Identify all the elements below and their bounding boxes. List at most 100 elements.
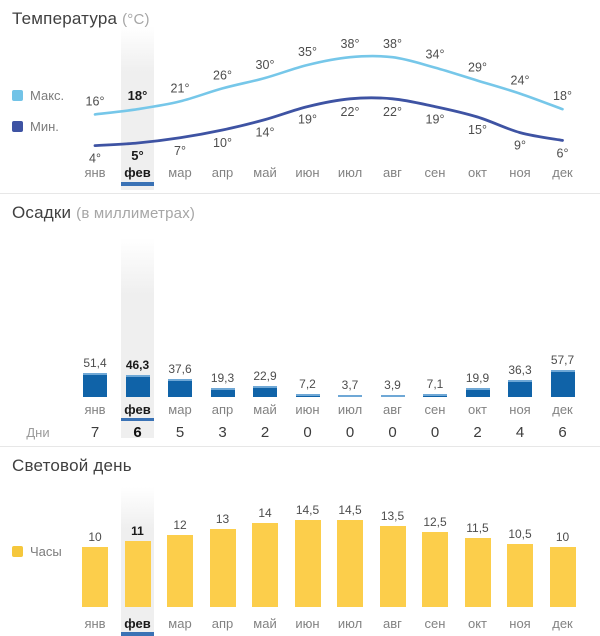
rainy-days-value: 6 <box>133 424 142 441</box>
daylight-title: Световой день <box>12 456 132 476</box>
temperature-section: Температура (°C) Макс. Мин. 16° 18° 21° 26°… <box>0 0 600 194</box>
month-label-2[interactable]: мар <box>168 165 192 180</box>
month-label-8[interactable]: сен <box>424 616 446 631</box>
max-temperature-line <box>93 54 564 116</box>
precip-bar-fill <box>253 388 277 397</box>
month-label-1[interactable]: фев <box>124 165 151 180</box>
precip-value-label: 3,7 <box>341 378 359 392</box>
min-temperature-line <box>93 96 564 147</box>
max-point-label: 16° <box>86 94 105 108</box>
month-label-9[interactable]: окт <box>467 165 488 180</box>
month-label-11[interactable]: дек <box>552 616 573 631</box>
precip-bar-fill <box>168 381 192 397</box>
precip-bar <box>210 388 235 397</box>
month-label-2[interactable]: мар <box>168 402 192 417</box>
month-label-6[interactable]: июл <box>337 165 363 180</box>
rainy-days-value: 6 <box>558 424 567 441</box>
month-label-5[interactable]: июн <box>295 402 320 417</box>
daylight-value-label: 11 <box>131 524 144 538</box>
daylight-value-label: 14,5 <box>338 503 362 517</box>
month-label-10[interactable]: ноя <box>509 616 531 631</box>
precip-bar <box>338 395 362 397</box>
month-label-10[interactable]: ноя <box>509 165 531 180</box>
daylight-section: Световой день Часы 10 11 12 13 14 14,5 14,5 13,… <box>0 447 600 636</box>
legend-max: Макс. <box>12 88 64 103</box>
month-label-4[interactable]: май <box>253 165 277 180</box>
min-point-label: 4° <box>89 152 101 166</box>
month-label-8[interactable]: сен <box>424 402 446 417</box>
month-label-0[interactable]: янв <box>84 165 106 180</box>
precip-bar-fill <box>210 390 235 397</box>
min-point-label: 9° <box>514 139 526 153</box>
precip-bar-fill <box>508 382 532 397</box>
precip-bar-cap <box>125 375 150 377</box>
precip-bar-cap <box>508 380 532 382</box>
min-point-label: 19° <box>426 113 445 127</box>
max-point-label: 34° <box>426 48 445 62</box>
min-point-label: 15° <box>468 123 487 137</box>
precip-bar-cap <box>253 386 277 388</box>
precip-value-label: 7,2 <box>299 377 316 391</box>
rainy-days-value: 5 <box>175 424 185 441</box>
daylight-value-label: 12,5 <box>423 515 447 529</box>
temperature-unit: (°C) <box>122 11 150 28</box>
month-label-0[interactable]: янв <box>84 616 106 631</box>
month-label-1[interactable]: фев <box>124 402 151 417</box>
month-label-1[interactable]: фев <box>124 616 151 631</box>
precip-bar-cap <box>295 394 320 396</box>
month-label-7[interactable]: авг <box>383 616 402 631</box>
month-label-5[interactable]: июн <box>295 165 320 180</box>
month-label-5[interactable]: июн <box>295 616 320 631</box>
precip-value-label: 37,6 <box>168 362 192 376</box>
precip-bar <box>465 388 490 397</box>
month-label-4[interactable]: май <box>253 616 277 631</box>
month-label-0[interactable]: янв <box>84 402 106 417</box>
precipitation-title-text: Осадки <box>12 203 72 222</box>
precip-bar-cap <box>380 395 405 397</box>
month-label-4[interactable]: май <box>253 402 277 417</box>
daylight-bar <box>209 529 236 607</box>
precip-bar <box>380 395 405 397</box>
precip-bar-cap <box>168 379 192 381</box>
month-label-11[interactable]: дек <box>552 402 573 417</box>
max-point-label: 26° <box>213 68 232 82</box>
legend-min: Мин. <box>12 119 59 134</box>
selected-month-underline <box>121 632 154 636</box>
month-label-8[interactable]: сен <box>424 165 446 180</box>
precip-bar <box>508 380 532 397</box>
precip-value-label: 3,9 <box>384 378 401 392</box>
month-label-9[interactable]: окт <box>467 402 488 417</box>
daylight-bar <box>422 532 448 607</box>
precip-value-label: 57,7 <box>550 353 575 367</box>
precip-bar-cap <box>550 370 575 372</box>
rainy-days-value: 0 <box>303 424 312 441</box>
precip-bar-cap <box>338 395 362 397</box>
rainy-days-value: 0 <box>430 424 440 441</box>
precip-bar <box>550 370 575 397</box>
month-label-7[interactable]: авг <box>383 402 402 417</box>
max-point-label: 38° <box>341 37 360 51</box>
daylight-value-label: 11,5 <box>466 521 489 535</box>
daylight-bar <box>82 547 108 607</box>
month-label-6[interactable]: июл <box>337 402 363 417</box>
month-label-3[interactable]: апр <box>211 402 234 417</box>
selected-month-underline <box>121 418 154 421</box>
daylight-value-label: 10 <box>88 530 102 544</box>
month-label-6[interactable]: июл <box>337 616 363 631</box>
month-label-7[interactable]: авг <box>383 165 402 180</box>
legend-hours: Часы <box>12 544 62 559</box>
month-label-9[interactable]: окт <box>467 616 488 631</box>
month-label-2[interactable]: мар <box>168 616 192 631</box>
month-label-3[interactable]: апр <box>211 165 234 180</box>
min-point-label: 22° <box>341 105 360 119</box>
month-label-10[interactable]: ноя <box>509 402 531 417</box>
precip-value-label: 51,4 <box>83 356 107 370</box>
month-label-11[interactable]: дек <box>552 165 573 180</box>
daylight-value-label: 10 <box>555 530 570 544</box>
min-point-label: 14° <box>256 126 275 140</box>
precip-bar <box>83 373 107 397</box>
rainy-days-value: 0 <box>345 424 355 441</box>
precip-bar-cap <box>423 394 447 396</box>
month-label-3[interactable]: апр <box>211 616 234 631</box>
min-legend-swatch-icon <box>12 121 23 132</box>
